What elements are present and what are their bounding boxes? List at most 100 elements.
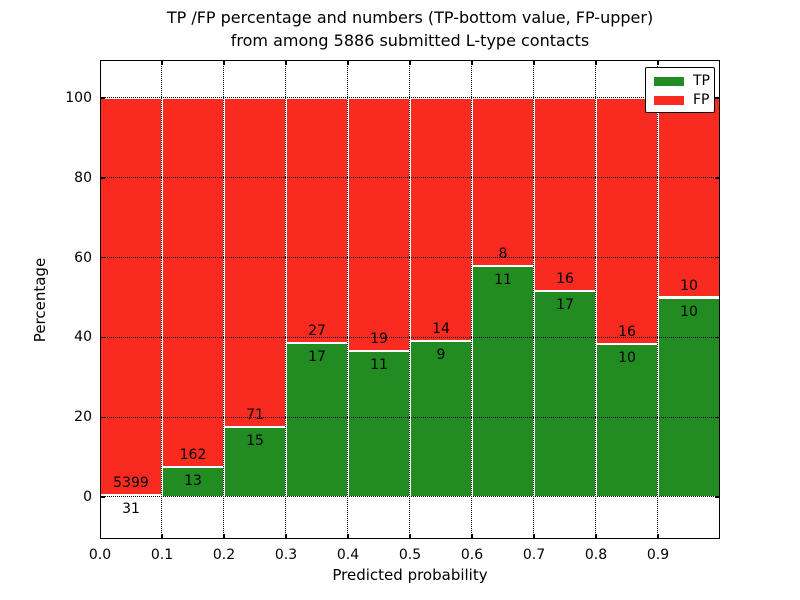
x-tick-label: 0.3 (274, 547, 298, 563)
bar-segment-fp (162, 97, 224, 468)
x-tick-top (595, 60, 597, 65)
bar-label-tp: 15 (246, 433, 264, 450)
x-tick-top (533, 60, 535, 65)
gridline-vertical (595, 60, 597, 539)
bar-label-fp: 27 (308, 322, 326, 339)
x-tick-bottom (223, 534, 225, 539)
bar-segment-fp (658, 97, 720, 298)
x-tick-top (657, 60, 659, 65)
x-tick-label: 0.5 (398, 547, 422, 563)
bar-segment-fp (596, 97, 658, 344)
gridline-vertical (657, 60, 659, 539)
gridline-vertical (409, 60, 411, 539)
bar-segment-tp (472, 265, 534, 498)
y-tick-right (715, 177, 720, 179)
bar-segment-fp (286, 97, 348, 343)
x-tick-label: 0.4 (336, 547, 360, 563)
x-tick-label: 0.2 (212, 547, 236, 563)
y-tick-left (100, 177, 105, 179)
y-tick-label: 80 (74, 169, 92, 186)
bar-label-fp: 10 (680, 277, 698, 294)
x-tick-label: 0.6 (460, 547, 484, 563)
y-tick-label: 0 (83, 489, 92, 506)
bar-segment-tp (534, 291, 596, 498)
bar-label-fp: 14 (432, 320, 450, 337)
bar-label-tp: 10 (680, 303, 698, 320)
bar-segment-fp (534, 97, 596, 292)
y-tick-left (100, 97, 105, 99)
gridline-vertical (347, 60, 349, 539)
gridline-vertical (161, 60, 163, 539)
x-tick-top (471, 60, 473, 65)
chart-title-line2: from among 5886 submitted L-type contact… (230, 31, 590, 50)
y-tick-left (100, 256, 105, 259)
y-tick-left (100, 416, 105, 418)
x-tick-label: 0.7 (522, 547, 546, 563)
gridline-vertical (533, 60, 535, 539)
bar-label-tp: 17 (308, 348, 326, 365)
x-tick-label: 0.8 (584, 547, 608, 563)
bar-label-fp: 16 (618, 323, 636, 340)
x-tick-top (223, 60, 225, 65)
x-tick-bottom (347, 534, 349, 539)
gridline-vertical (471, 60, 473, 539)
y-tick-right (715, 336, 720, 339)
bar-segment-tp (410, 340, 472, 498)
x-tick-bottom (657, 534, 659, 539)
bar-label-tp: 11 (370, 356, 388, 373)
x-tick-label: 0.0 (88, 547, 112, 563)
x-axis-label: Predicted probability (332, 566, 488, 584)
bar-segment-tp (658, 297, 720, 498)
legend-entry-tp: TP (654, 72, 714, 91)
x-tick-label: 0.1 (150, 547, 174, 563)
gridline-vertical (223, 60, 225, 539)
bar-segment-tp (596, 343, 658, 498)
y-tick-left (100, 336, 105, 339)
bar-label-tp: 9 (436, 346, 446, 363)
bar-label-tp: 17 (556, 297, 574, 314)
bar-segment-tp (348, 350, 410, 498)
x-tick-label: 0.9 (646, 547, 670, 563)
x-tick-bottom (161, 534, 163, 539)
y-tick-right (715, 496, 720, 498)
bar-label-tp: 11 (494, 271, 512, 288)
bar-segment-fp (410, 97, 472, 341)
bar-label-fp: 5399 (113, 474, 149, 491)
bar-label-fp: 162 (179, 447, 207, 464)
chart-title-line1: TP /FP percentage and numbers (TP-bottom… (166, 8, 654, 27)
legend-label-fp: FP (693, 92, 710, 108)
x-tick-bottom (409, 534, 411, 539)
y-tick-label: 100 (65, 89, 92, 106)
y-tick-left (100, 496, 105, 498)
bar-label-fp: 71 (246, 407, 264, 424)
bar-segment-fp (224, 97, 286, 428)
y-tick-right (715, 256, 720, 259)
x-tick-top (285, 60, 287, 65)
bar-label-tp: 31 (122, 500, 140, 517)
bar-segment-fp (472, 97, 534, 266)
x-tick-top (347, 60, 349, 65)
legend: TP FP (645, 67, 715, 113)
bar-label-tp: 10 (618, 349, 636, 366)
legend-label-tp: TP (693, 73, 710, 89)
bar-segment-tp (162, 467, 224, 498)
y-tick-label: 60 (74, 249, 92, 266)
bar-label-tp: 13 (184, 473, 202, 490)
bar-label-fp: 8 (498, 245, 508, 262)
bar-segment-fp (100, 97, 162, 495)
tp-color-swatch (654, 77, 684, 86)
x-tick-bottom (533, 534, 535, 539)
y-tick-right (715, 416, 720, 418)
y-tick-right (715, 97, 720, 99)
x-tick-bottom (285, 534, 287, 539)
legend-entry-fp: FP (654, 91, 714, 110)
bar-label-fp: 19 (370, 330, 388, 347)
x-tick-top (409, 60, 411, 65)
bar-segment-fp (348, 97, 410, 351)
y-tick-label: 20 (74, 409, 92, 426)
gridline-vertical (285, 60, 287, 539)
plot-area: TP FP 5399 31 162 13 71 15 27 17 19 11 14 9 8 11 16 17 1… (100, 60, 720, 539)
fp-color-swatch (654, 96, 684, 105)
bar-label-fp: 16 (556, 271, 574, 288)
